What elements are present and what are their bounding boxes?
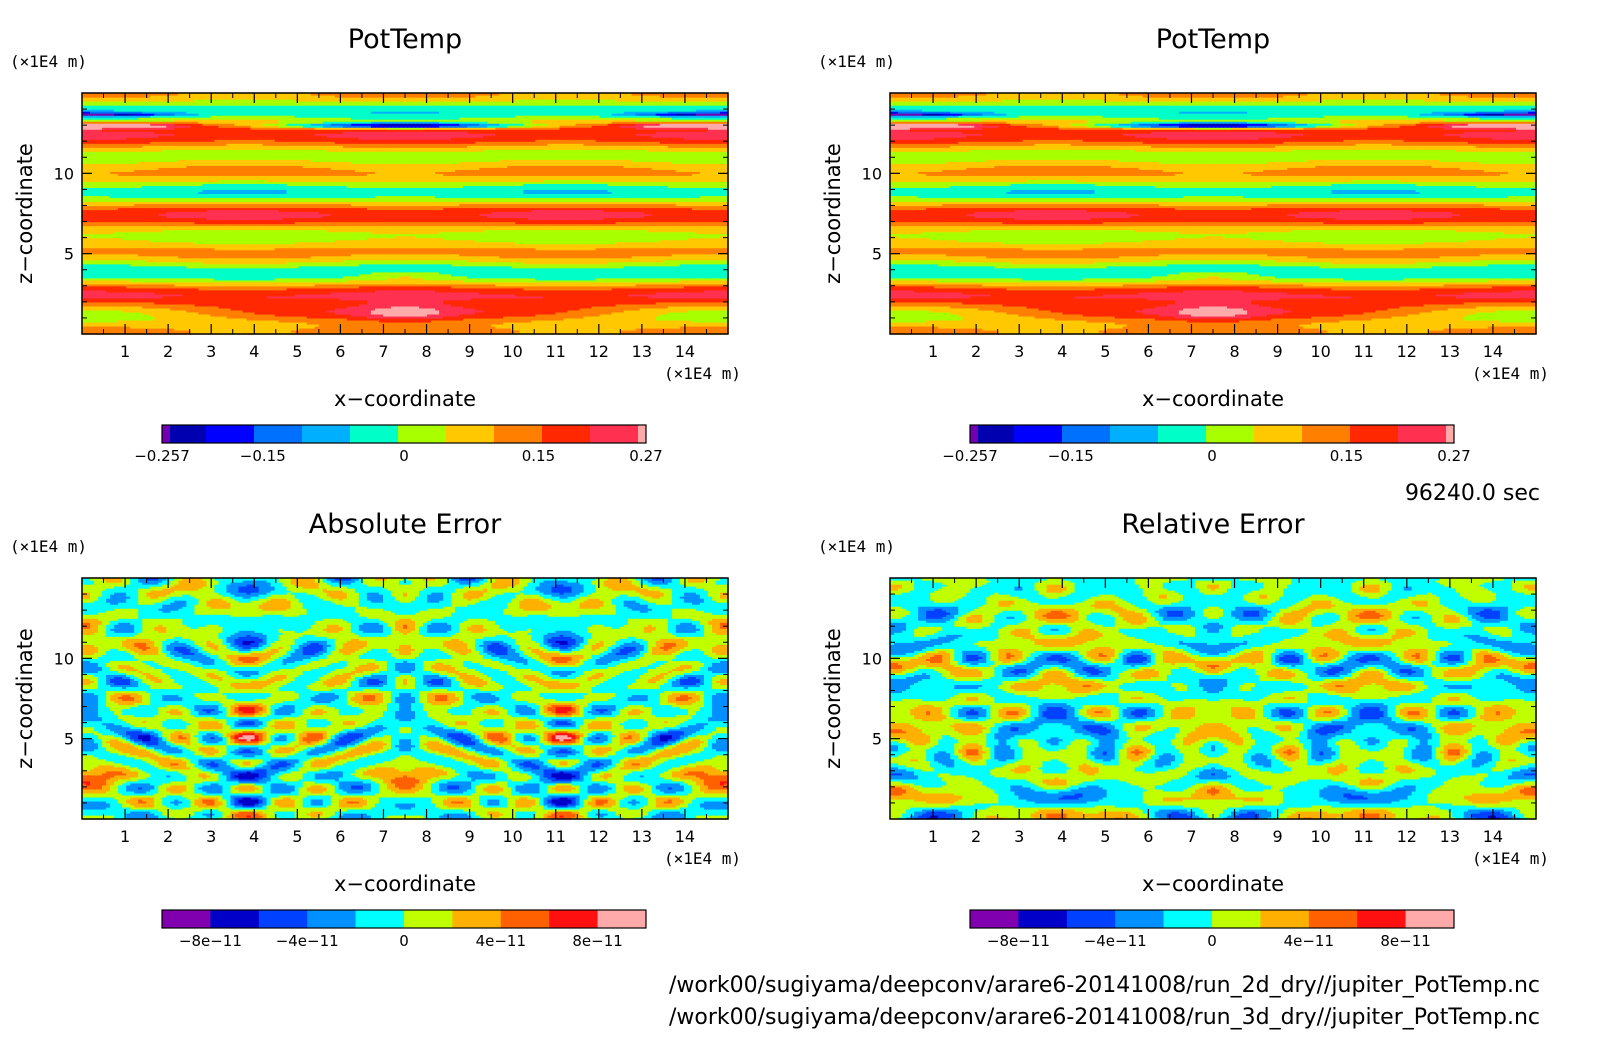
figure: 1 2 3 4 5 6 7 8 9 10 11 12 13 14510PotTemp(×1E4 m)(×1… xyxy=(0,0,1604,1054)
contour-field xyxy=(82,93,729,335)
